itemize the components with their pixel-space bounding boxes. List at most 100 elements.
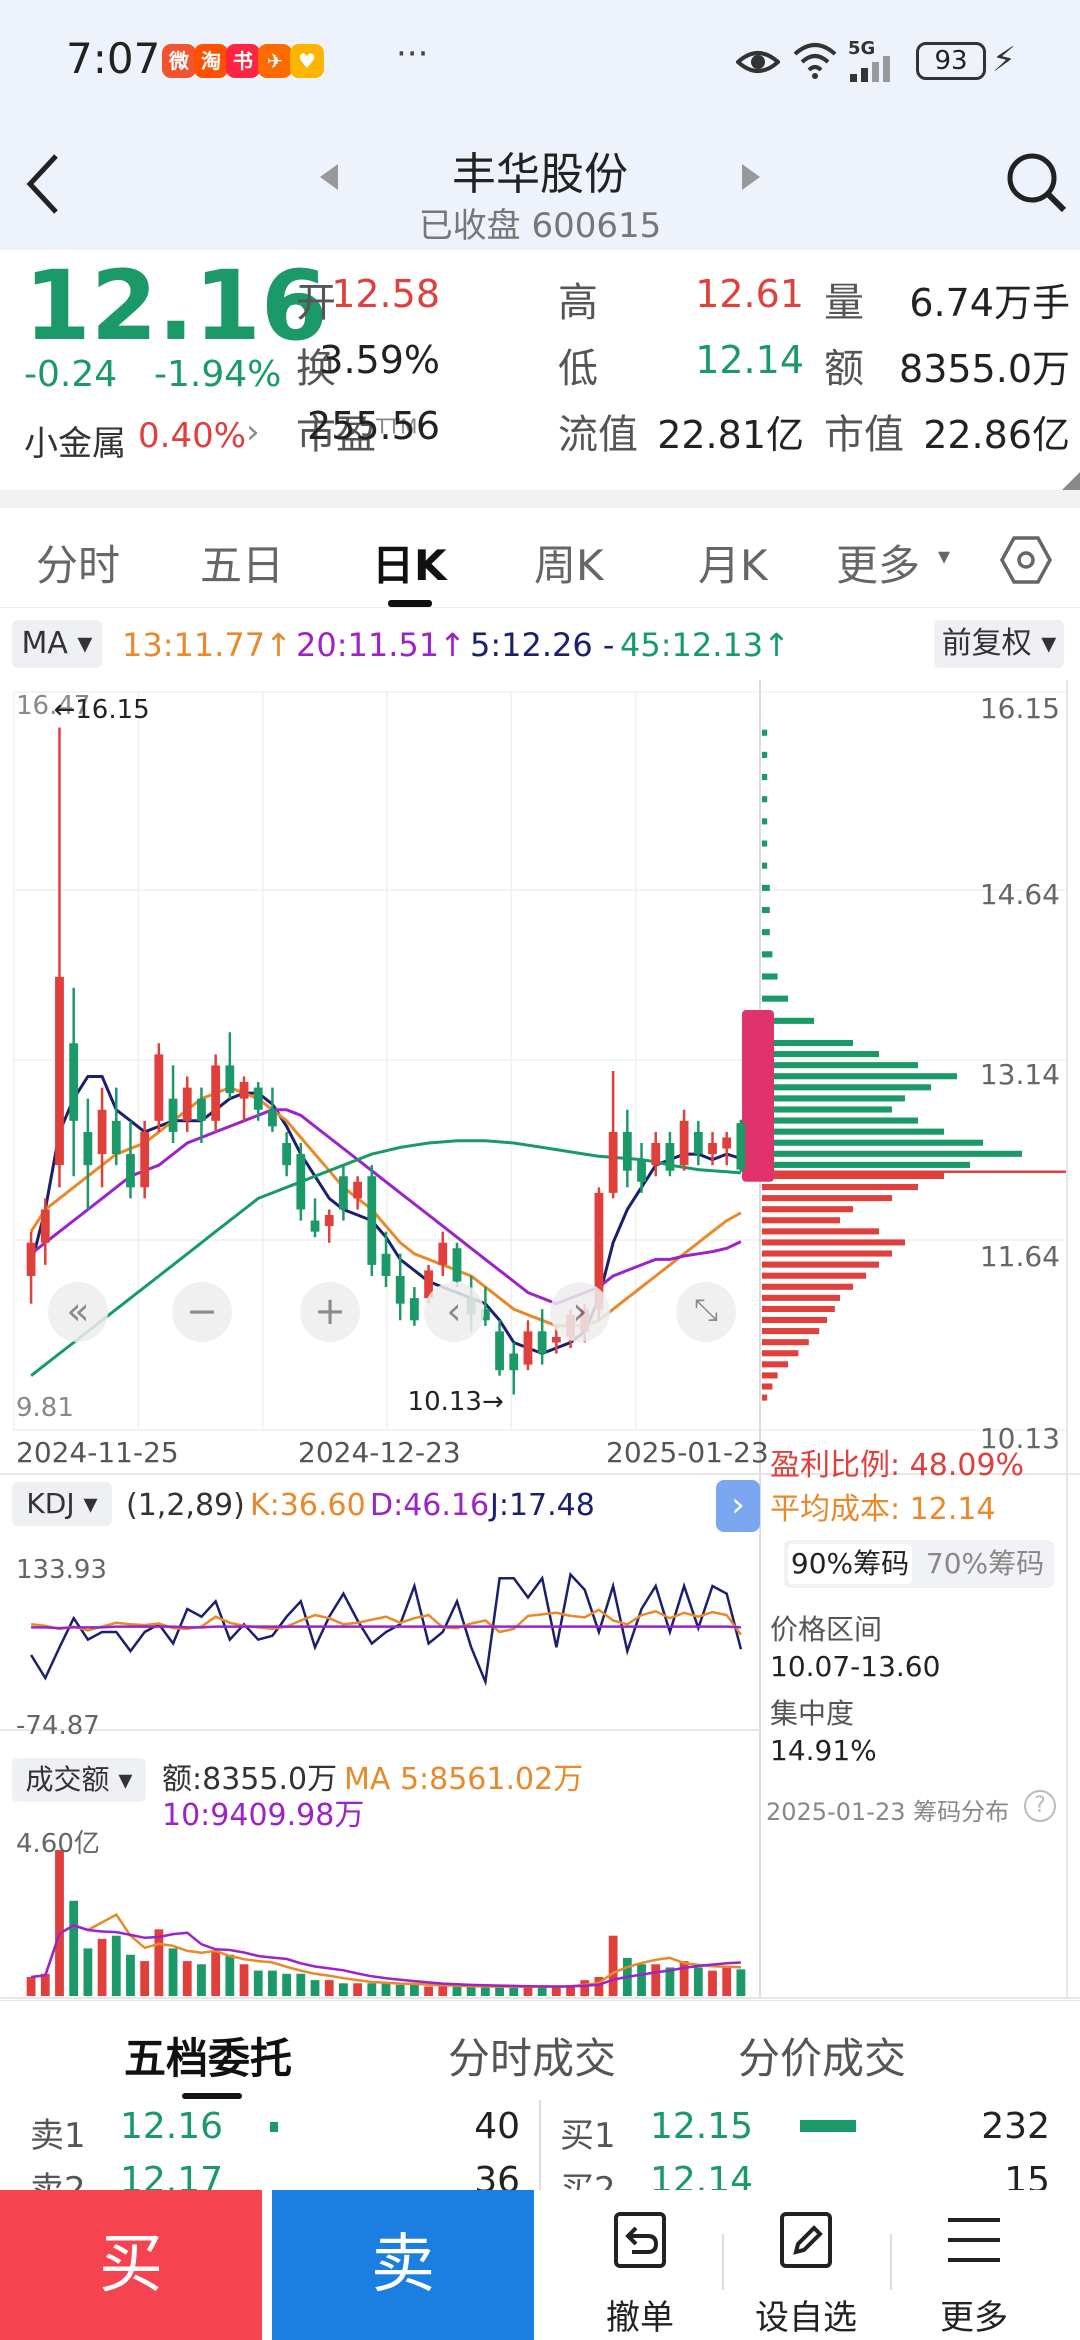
volume-bar	[693, 1967, 703, 1996]
tab-1[interactable]: 五日	[200, 541, 285, 590]
profit-ratio: 盈利比例: 48.09%	[770, 1448, 1025, 1483]
tab-0[interactable]: 分时	[36, 541, 121, 590]
sell-button[interactable]: 卖	[272, 2190, 534, 2340]
fullscreen-icon[interactable]: ⤡	[676, 1282, 736, 1342]
more-label: 更多	[940, 2298, 1008, 2338]
search-icon[interactable]	[1004, 150, 1068, 214]
kdj-selector[interactable]: KDJ ▾	[12, 1482, 112, 1526]
scroll-right-icon[interactable]: ›	[550, 1282, 610, 1342]
ma-line-5	[29, 1075, 742, 1356]
buy1-bar	[800, 2120, 856, 2132]
ma-value-3: 45:12.13↑	[620, 626, 790, 664]
volume-bar	[566, 1984, 575, 1996]
volume-bar	[296, 1973, 306, 1996]
chip-bar	[762, 1095, 905, 1102]
kline-chart-area[interactable]: 16.15 14.64 13.14 11.64 10.13 16.47 9.81 ←16.15…	[0, 680, 1080, 2000]
quote-field-value: 6.74万手	[909, 281, 1070, 325]
sector-change[interactable]: 0.40%	[138, 416, 247, 456]
status-more-icon: ···	[396, 34, 429, 74]
right-border	[1066, 680, 1068, 1998]
buy2-volume: 15	[1004, 2160, 1050, 2190]
tab-4[interactable]: 月K	[698, 541, 768, 590]
chip-tab-70[interactable]: 70%筹码	[925, 1547, 1045, 1580]
order-book: 卖1 12.16 40 卖2 12.17 36 买1 12.15 232 买2 …	[0, 2100, 1080, 2190]
candle-body	[69, 1043, 79, 1121]
ma-line-45	[30, 1139, 742, 1377]
scroll-left-icon[interactable]: ‹	[424, 1282, 484, 1342]
volume-bar	[509, 1986, 519, 1996]
ma-line-13	[29, 1085, 742, 1328]
chip-tab-90[interactable]: 90%筹码	[788, 1544, 912, 1584]
order-book-divider	[539, 2100, 541, 2190]
more-button[interactable]: 更多	[894, 2190, 1054, 2340]
volume-selector[interactable]: 成交额 ▾	[12, 1758, 146, 1802]
candle-body	[111, 1120, 121, 1155]
turnover-ma5: MA 5:8561.02万	[344, 1762, 584, 1797]
sector-chevron-icon[interactable]: ›	[246, 412, 260, 452]
price-axis-label: 13.14	[980, 1058, 1060, 1091]
volume-bar	[168, 1948, 178, 1996]
quote-field-value: 8355.0万	[899, 347, 1070, 391]
volume-bar	[97, 1938, 107, 1996]
volume-bar	[679, 1961, 689, 1996]
settings-hexagon-icon[interactable]	[1000, 534, 1052, 586]
prev-stock-icon[interactable]	[318, 162, 340, 192]
chip-bar	[762, 1394, 768, 1401]
trade-action-bar: 买 卖 撤单 设自选 更多	[0, 2190, 1080, 2340]
chip-bar	[762, 1172, 944, 1180]
tab-2[interactable]: 日K	[372, 541, 447, 590]
candle-body	[708, 1143, 717, 1155]
price-axis-label: 10.13	[980, 1422, 1060, 1455]
volume-bar	[282, 1973, 292, 1996]
concentration-label: 集中度	[770, 1697, 855, 1730]
kdj-line-j	[30, 1571, 743, 1687]
expand-corner-icon[interactable]	[1062, 472, 1080, 490]
sell2-volume: 36	[474, 2160, 520, 2190]
chip-bar	[762, 1206, 853, 1213]
chip-bar	[762, 729, 768, 736]
tab-price-volume[interactable]: 分价成交	[738, 2034, 907, 2083]
chip-bar	[762, 1062, 918, 1069]
kdj-axis-bottom: -74.87	[16, 1711, 100, 1741]
eye-icon	[736, 51, 780, 73]
add-watchlist-button[interactable]: 设自选	[726, 2190, 886, 2340]
buy1-label: 买1	[560, 2116, 616, 2156]
chip-bar	[762, 1305, 835, 1312]
tab-5[interactable]: 更多	[836, 541, 921, 590]
quote-field-value: 12.61	[695, 272, 804, 316]
chip-bar	[762, 1161, 970, 1168]
tab-order-book[interactable]: 五档委托	[124, 2034, 293, 2083]
adjust-selector[interactable]: 前复权 ▾	[934, 620, 1064, 668]
tab-tick-trades[interactable]: 分时成交	[448, 2034, 617, 2083]
help-icon[interactable]: ?	[1024, 1790, 1056, 1822]
buy-button[interactable]: 买	[0, 2190, 262, 2340]
chip-bar	[762, 1239, 905, 1246]
volume-bar	[537, 1986, 547, 1996]
zoom-in-icon[interactable]: +	[300, 1282, 360, 1342]
candle-body	[211, 1065, 221, 1121]
volume-bar	[651, 1964, 661, 1996]
next-stock-icon[interactable]	[740, 162, 762, 192]
candle-body	[282, 1143, 292, 1166]
tab-more-caret-icon[interactable]: ▾	[938, 542, 951, 570]
chip-bar	[762, 1128, 944, 1135]
expand-panel-icon[interactable]: ›	[716, 1480, 760, 1532]
buy2-label: 买2	[560, 2170, 616, 2190]
chip-bar	[762, 1383, 773, 1390]
back-icon[interactable]	[22, 152, 62, 216]
wifi-icon	[793, 43, 837, 79]
charging-icon: ⚡	[992, 40, 1016, 80]
cancel-order-button[interactable]: 撤单	[560, 2190, 720, 2340]
tab-3[interactable]: 周K	[534, 541, 604, 590]
candle-body	[424, 1270, 433, 1299]
candle-body	[126, 1154, 135, 1188]
avg-cost: 平均成本: 12.14	[770, 1492, 996, 1527]
chip-bar	[762, 1150, 1022, 1157]
undo-icon	[614, 2212, 666, 2268]
scroll-left-fast-icon[interactable]: «	[48, 1282, 108, 1342]
sector-label[interactable]: 小金属	[24, 424, 126, 464]
candle-body	[551, 1336, 561, 1343]
buy2-price: 12.14	[650, 2160, 754, 2190]
ma-selector[interactable]: MA ▾	[12, 620, 102, 668]
zoom-out-icon[interactable]: −	[172, 1282, 232, 1342]
